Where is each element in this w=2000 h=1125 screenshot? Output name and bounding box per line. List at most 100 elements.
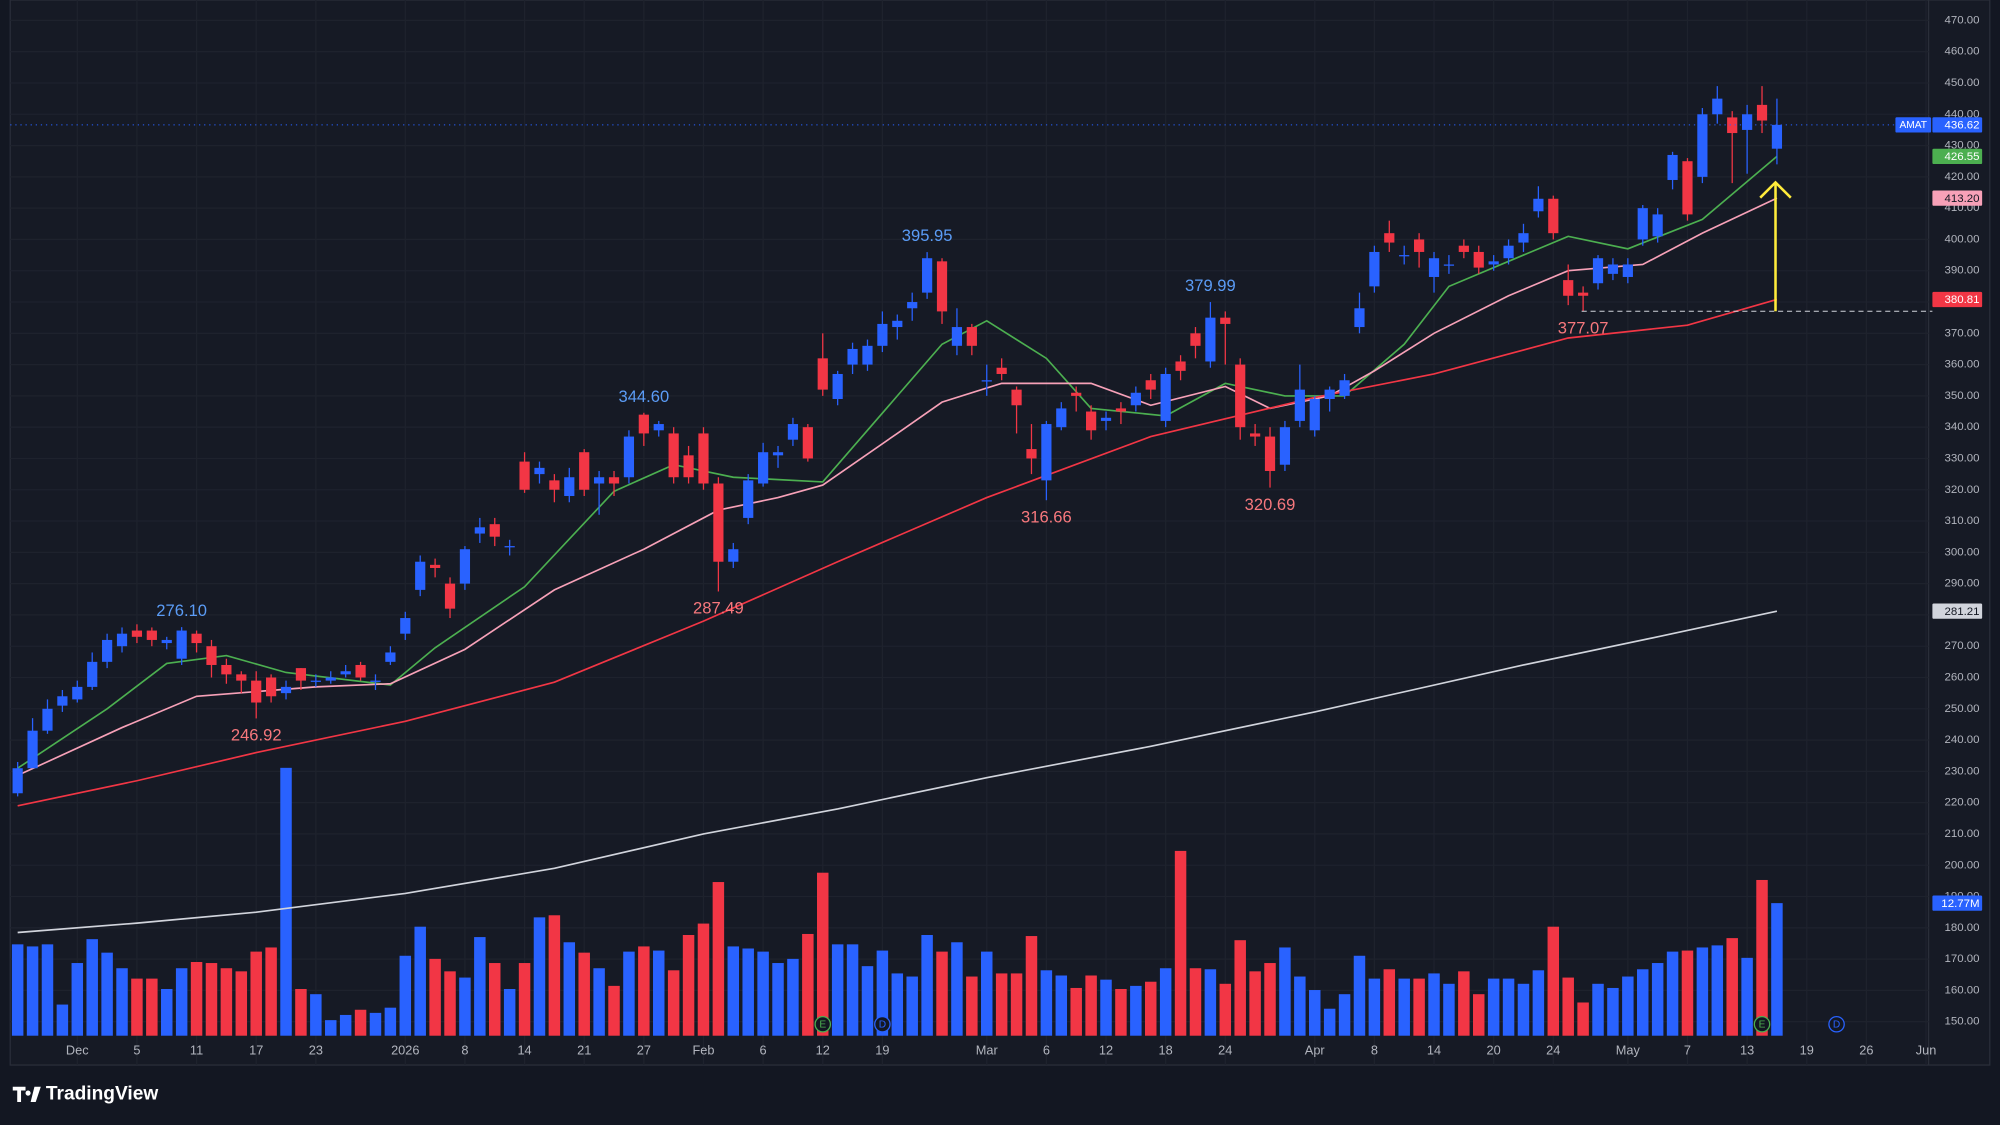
- candle-body: [161, 639, 172, 644]
- y-tick-label: 260.00: [1944, 672, 1979, 684]
- volume-bar: [921, 935, 933, 1036]
- ma-price-label: 380.81: [1944, 294, 1979, 306]
- candle-body: [1384, 233, 1395, 243]
- y-tick-label: 150.00: [1944, 1016, 1979, 1028]
- volume-bar: [623, 951, 635, 1036]
- y-tick-label: 400.00: [1944, 233, 1979, 245]
- candle-body: [1041, 424, 1052, 481]
- candle-body: [1667, 154, 1678, 180]
- volume-bar: [876, 950, 889, 1036]
- x-tick-label: 14: [1427, 1042, 1441, 1057]
- chart-panel: [9, 0, 1991, 1066]
- volume-bar: [1174, 850, 1187, 1036]
- volume-label-box: [1932, 895, 1983, 911]
- candle-body: [1279, 427, 1291, 465]
- volume-bar: [1473, 994, 1485, 1036]
- volume-bar: [1145, 981, 1157, 1036]
- volume-bar: [71, 963, 84, 1036]
- ticker-label-box: [1895, 117, 1932, 133]
- volume-bar: [1204, 969, 1217, 1036]
- volume-bar: [1398, 978, 1410, 1036]
- volume-bar: [951, 942, 963, 1036]
- candle-body: [370, 680, 381, 682]
- moving-average-line: [17, 155, 1778, 769]
- candle-body: [57, 696, 68, 706]
- volume-bar: [41, 944, 54, 1036]
- y-tick-label: 290.00: [1944, 578, 1979, 590]
- candle-body: [1652, 214, 1663, 237]
- volume-bar: [593, 968, 605, 1036]
- candle-body: [951, 327, 963, 346]
- x-tick-label: 21: [577, 1042, 591, 1057]
- x-tick-label: 23: [309, 1042, 323, 1057]
- volume-bar: [1532, 970, 1545, 1036]
- volume-bar: [1577, 1002, 1589, 1036]
- volume-bar: [1279, 947, 1291, 1036]
- y-tick-label: 270.00: [1944, 640, 1979, 652]
- ma-price-label-box: [1932, 603, 1983, 619]
- candle-body: [325, 677, 336, 681]
- volume-bar: [1159, 968, 1172, 1036]
- volume-bar: [489, 963, 501, 1036]
- volume-bar: [1428, 973, 1440, 1036]
- volume-bar: [1487, 978, 1500, 1036]
- volume-bar: [369, 1012, 382, 1036]
- volume-bar: [339, 1014, 352, 1036]
- y-tick-label: 300.00: [1944, 546, 1979, 558]
- volume-bar: [1055, 975, 1068, 1036]
- candle-body: [1548, 198, 1559, 234]
- volume-bar: [981, 951, 993, 1036]
- volume-bar: [936, 951, 948, 1036]
- candle-body: [1324, 389, 1335, 400]
- volume-bar: [11, 944, 24, 1036]
- x-tick-label: Apr: [1305, 1042, 1326, 1057]
- candle-body: [1294, 389, 1305, 421]
- candle-body: [1250, 433, 1261, 437]
- y-tick-label: 160.00: [1944, 984, 1979, 996]
- price-annotation: 316.66: [1021, 507, 1072, 526]
- candle-body: [146, 630, 157, 640]
- volume-bar: [1502, 978, 1515, 1036]
- volume-bar: [1666, 951, 1679, 1036]
- candle-body: [1011, 389, 1022, 406]
- volume-bar: [1383, 969, 1396, 1036]
- volume-bar: [906, 976, 918, 1036]
- volume-bar: [1711, 945, 1724, 1036]
- candle-body: [72, 686, 83, 700]
- candle-body: [1592, 258, 1604, 284]
- volume-bar: [1592, 983, 1604, 1036]
- volume-bar: [1741, 957, 1753, 1036]
- candle-body: [534, 467, 545, 475]
- candle-body: [981, 380, 992, 382]
- candle-body: [907, 302, 918, 309]
- volume-bar: [1294, 976, 1306, 1036]
- candle-body: [1428, 258, 1440, 277]
- candle-body: [1578, 292, 1589, 296]
- volume-bar: [1309, 990, 1321, 1036]
- volume-bar: [1622, 976, 1634, 1036]
- volume-bar: [161, 988, 173, 1036]
- volume-bar: [1726, 938, 1738, 1036]
- moving-average-line: [17, 610, 1778, 934]
- candle-body: [549, 480, 560, 490]
- volume-label: 12.77M: [1941, 898, 1979, 910]
- candle-body: [1488, 261, 1499, 265]
- candle-body: [1622, 264, 1633, 277]
- candle-body: [310, 680, 321, 682]
- volume-bar: [265, 947, 277, 1036]
- candle-body: [966, 327, 977, 346]
- volume-bar: [131, 978, 143, 1036]
- volume-bar: [757, 951, 769, 1036]
- volume-bar: [533, 917, 546, 1036]
- candle-body: [504, 546, 515, 548]
- volume-bar: [1413, 978, 1425, 1036]
- candle-body: [1563, 280, 1574, 296]
- volume-bar: [548, 915, 561, 1036]
- candle-body: [653, 424, 664, 431]
- y-tick-label: 330.00: [1944, 452, 1979, 464]
- candle-body: [772, 452, 784, 456]
- candle-body: [787, 424, 799, 440]
- y-tick-label: 450.00: [1944, 77, 1979, 89]
